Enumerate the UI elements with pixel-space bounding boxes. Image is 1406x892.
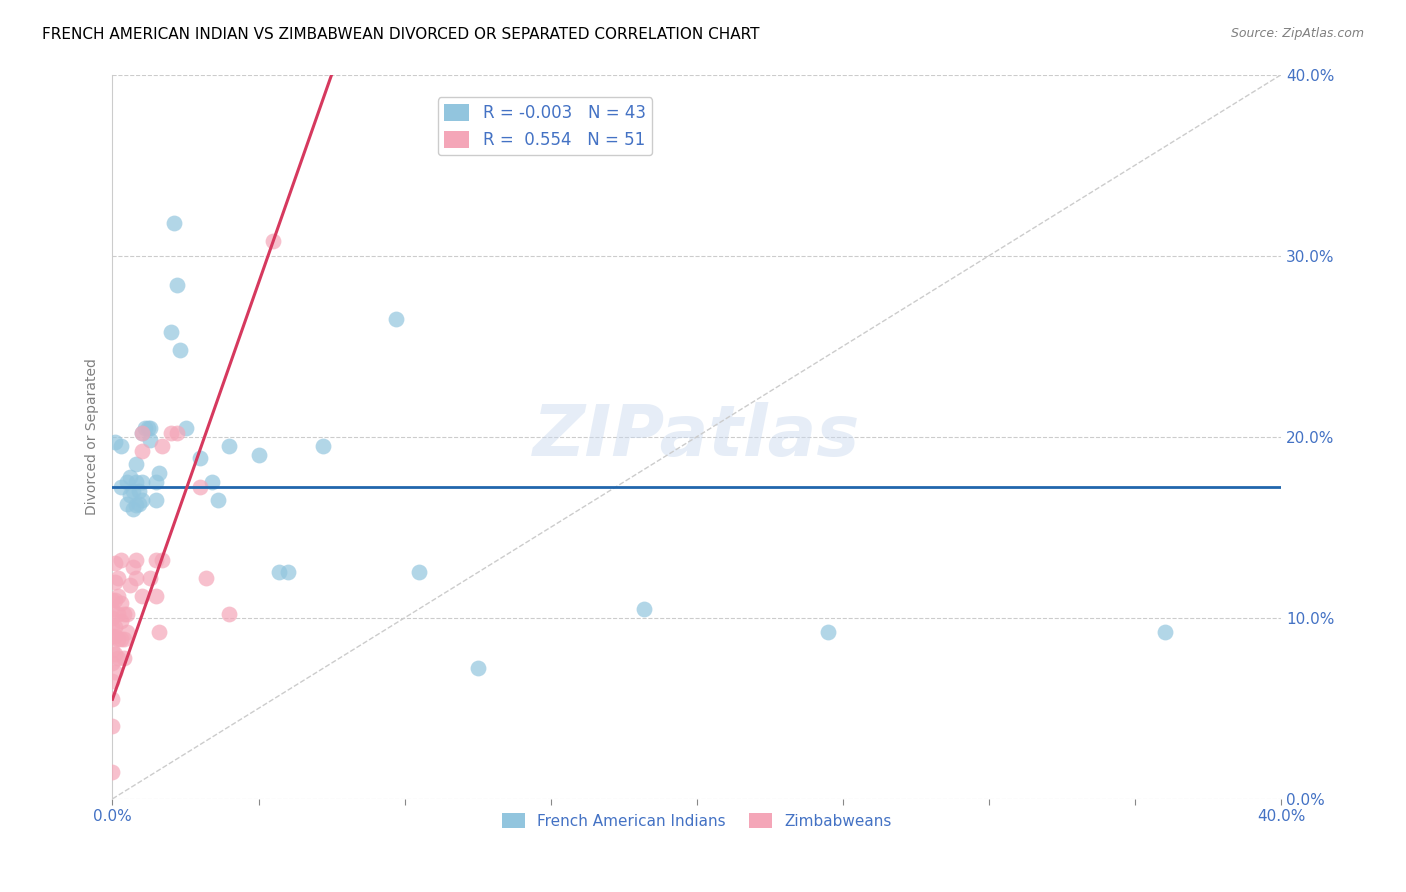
Point [118, 469, 141, 483]
Point [101, 592, 124, 607]
Point [101, 620, 124, 634]
Point [195, 571, 218, 585]
Text: FRENCH AMERICAN INDIAN VS ZIMBABWEAN DIVORCED OR SEPARATED CORRELATION CHART: FRENCH AMERICAN INDIAN VS ZIMBABWEAN DIV… [42, 27, 759, 42]
Point [122, 560, 145, 574]
Point [134, 420, 156, 434]
Point [104, 647, 127, 661]
Point [218, 607, 240, 621]
Point [145, 475, 167, 489]
Point [101, 674, 124, 689]
Point [115, 497, 138, 511]
Point [201, 475, 224, 489]
Point [125, 475, 148, 489]
Point [125, 553, 148, 567]
Point [101, 656, 124, 670]
Point [104, 620, 127, 634]
Point [104, 557, 127, 571]
Point [139, 420, 162, 434]
Point [218, 439, 240, 453]
Point [112, 632, 135, 647]
Point [188, 480, 211, 494]
Point [145, 493, 167, 508]
Point [115, 607, 138, 621]
Point [131, 589, 153, 603]
Y-axis label: Divorced or Separated: Divorced or Separated [86, 359, 100, 515]
Point [131, 425, 153, 440]
Point [115, 625, 138, 640]
Point [107, 607, 129, 621]
Point [110, 632, 132, 647]
Point [104, 629, 127, 643]
Point [107, 571, 129, 585]
Point [112, 607, 135, 621]
Point [139, 434, 162, 448]
Point [125, 499, 148, 513]
Point [101, 719, 124, 733]
Point [128, 483, 150, 498]
Point [110, 553, 132, 567]
Point [125, 571, 148, 585]
Point [633, 601, 655, 615]
Point [131, 425, 153, 440]
Point [160, 425, 183, 440]
Point [104, 592, 127, 607]
Point [166, 425, 188, 440]
Point [247, 448, 270, 462]
Point [1153, 625, 1175, 640]
Point [131, 475, 153, 489]
Point [110, 439, 132, 453]
Point [817, 625, 839, 640]
Text: ZIPatlas: ZIPatlas [533, 402, 860, 471]
Point [131, 444, 153, 458]
Point [110, 596, 132, 610]
Point [101, 601, 124, 615]
Point [110, 480, 132, 494]
Point [163, 216, 186, 230]
Point [467, 661, 489, 675]
Point [262, 234, 284, 248]
Point [104, 435, 127, 450]
Point [150, 439, 173, 453]
Point [312, 439, 335, 453]
Point [148, 625, 170, 640]
Point [145, 553, 167, 567]
Point [101, 611, 124, 625]
Point [131, 493, 153, 508]
Point [125, 457, 148, 471]
Point [128, 497, 150, 511]
Point [277, 566, 299, 580]
Point [150, 553, 173, 567]
Point [385, 312, 408, 326]
Point [115, 475, 138, 489]
Point [118, 578, 141, 592]
Point [104, 665, 127, 679]
Point [408, 566, 430, 580]
Point [101, 764, 124, 779]
Point [101, 629, 124, 643]
Legend: French American Indians, Zimbabweans: French American Indians, Zimbabweans [496, 806, 897, 835]
Point [101, 643, 124, 657]
Point [107, 650, 129, 665]
Point [169, 343, 191, 357]
Point [112, 650, 135, 665]
Point [160, 325, 183, 339]
Point [107, 589, 129, 603]
Point [174, 420, 197, 434]
Point [122, 483, 145, 498]
Point [145, 589, 167, 603]
Text: Source: ZipAtlas.com: Source: ZipAtlas.com [1230, 27, 1364, 40]
Point [136, 420, 159, 434]
Point [118, 488, 141, 502]
Point [267, 566, 290, 580]
Point [104, 574, 127, 589]
Point [166, 277, 188, 292]
Point [139, 571, 162, 585]
Point [188, 451, 211, 466]
Point [207, 493, 229, 508]
Point [148, 466, 170, 480]
Point [122, 502, 145, 516]
Point [101, 692, 124, 706]
Point [110, 615, 132, 629]
Point [107, 632, 129, 647]
